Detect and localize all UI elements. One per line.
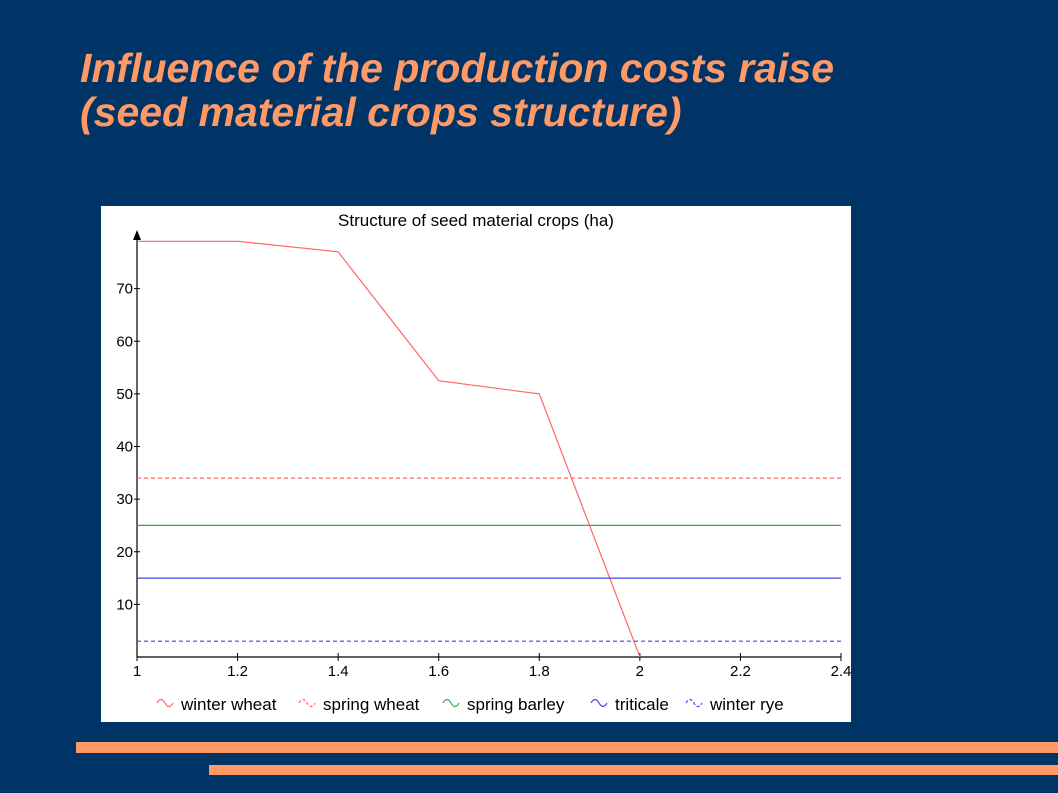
y-tick-label: 40: [116, 439, 133, 456]
x-tick-label: 1.2: [227, 663, 248, 680]
slide-title-line-2: (seed material crops structure): [80, 89, 682, 135]
y-tick-label: 30: [116, 491, 133, 508]
x-tick-label: 1: [133, 663, 141, 680]
y-axis-arrow: [133, 230, 141, 240]
x-tick-label: 2.2: [730, 663, 751, 680]
chart-title: Structure of seed material crops (ha): [338, 211, 614, 230]
y-tick-label: 60: [116, 333, 133, 350]
y-tick-label: 70: [116, 281, 133, 298]
legend-label: winter wheat: [180, 695, 277, 714]
series-line-winter-wheat: [137, 240, 641, 658]
x-tick-label: 1.8: [529, 663, 550, 680]
y-tick-label: 10: [116, 596, 133, 613]
legend-swatch: [685, 698, 703, 708]
decorative-bar-top: [76, 742, 1058, 753]
x-tick-label: 1.6: [428, 663, 449, 680]
x-tick-label: 1.4: [328, 663, 349, 680]
legend-label: spring wheat: [323, 695, 420, 714]
y-tick-label: 20: [116, 544, 133, 561]
legend-swatch: [156, 698, 174, 708]
legend-swatch: [442, 698, 460, 708]
slide-title: Influence of the production costs raise …: [80, 46, 1040, 134]
legend-label: spring barley: [467, 695, 565, 714]
chart-panel: Structure of seed material crops (ha) 1 1…: [101, 206, 851, 722]
legend-label: triticale: [615, 695, 669, 714]
decorative-bar-bottom: [209, 765, 1058, 775]
seed-material-chart: Structure of seed material crops (ha) 1 1…: [116, 211, 851, 714]
legend-swatch: [298, 698, 316, 708]
x-tick-label: 2.4: [831, 663, 851, 680]
slide-title-line-1: Influence of the production costs raise: [80, 45, 835, 91]
legend-label: winter rye: [709, 695, 784, 714]
legend-swatch: [590, 698, 608, 708]
y-tick-label: 50: [116, 386, 133, 403]
x-tick-label: 2: [636, 663, 644, 680]
